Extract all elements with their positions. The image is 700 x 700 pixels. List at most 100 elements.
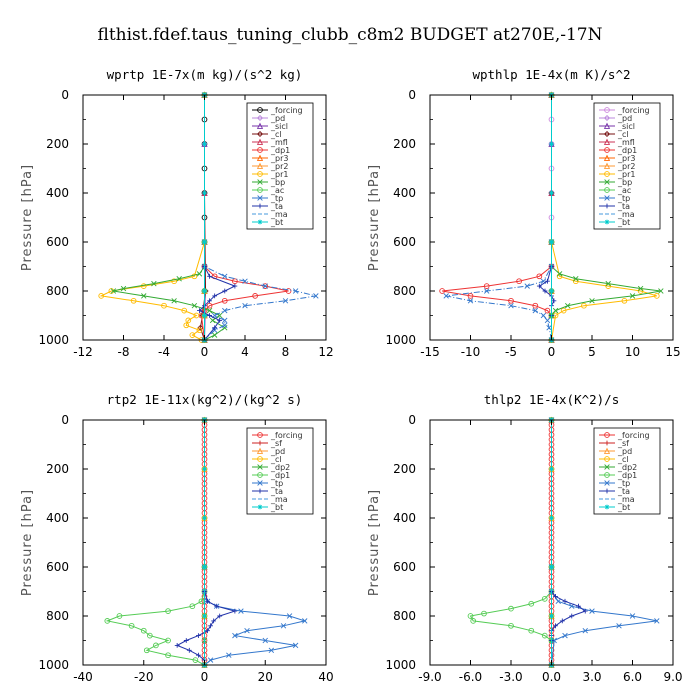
legend-marker bbox=[603, 122, 611, 129]
series-line bbox=[175, 420, 237, 665]
x-tick-label: 6.0 bbox=[623, 670, 642, 684]
panel-title: wpthlp 1E-4x(m K)/s^2 bbox=[472, 67, 630, 82]
data-point bbox=[211, 327, 218, 333]
y-tick-label: 200 bbox=[46, 462, 69, 476]
data-point bbox=[582, 627, 588, 634]
y-tick-label: 200 bbox=[393, 462, 416, 476]
data-point bbox=[206, 302, 213, 309]
series-line bbox=[204, 95, 316, 341]
y-tick-label: 600 bbox=[46, 560, 69, 574]
legend-entry: _forcing bbox=[599, 431, 650, 440]
x-tick-label: 5 bbox=[588, 345, 596, 359]
panel-title: rtp2 1E-11x(kg^2)/(kg^2 s) bbox=[107, 392, 303, 407]
data-point bbox=[629, 293, 636, 299]
legend-label: _dp2 bbox=[270, 463, 290, 472]
x-tick-label: 0 bbox=[548, 345, 556, 359]
legend-entry: _forcing bbox=[599, 106, 650, 115]
legend-entry: _sicl bbox=[599, 122, 635, 131]
legend-marker bbox=[604, 107, 610, 113]
legend-label: _bt bbox=[270, 218, 283, 227]
legend-marker bbox=[256, 447, 264, 454]
legend-label: _ma bbox=[617, 495, 635, 504]
data-point bbox=[555, 598, 561, 605]
y-tick-label: 1000 bbox=[385, 333, 416, 347]
x-tick-label: -15 bbox=[420, 345, 440, 359]
data-point bbox=[524, 283, 530, 289]
legend-box bbox=[246, 427, 314, 515]
data-point bbox=[556, 271, 563, 277]
data-point bbox=[176, 276, 182, 282]
legend-marker bbox=[257, 488, 263, 494]
legend-label: _sf bbox=[617, 439, 629, 448]
legend-label: _bp bbox=[617, 178, 632, 187]
y-tick-label: 0 bbox=[408, 413, 416, 427]
data-point bbox=[202, 613, 207, 619]
legend-marker bbox=[604, 432, 610, 438]
data-point bbox=[238, 608, 244, 614]
y-axis-label: Pressure [hPa] bbox=[367, 489, 382, 596]
legend-marker bbox=[604, 488, 610, 494]
legend-entry: _sf bbox=[599, 439, 629, 448]
y-tick-label: 0 bbox=[408, 88, 416, 102]
data-point bbox=[202, 190, 207, 196]
data-point bbox=[196, 633, 201, 638]
legend-marker bbox=[257, 472, 263, 478]
legend-marker bbox=[603, 114, 611, 122]
legend-label: _dp1 bbox=[270, 471, 290, 480]
y-tick-label: 800 bbox=[393, 284, 416, 298]
y-tick-label: 1000 bbox=[38, 333, 69, 347]
legend-label: _pd bbox=[270, 447, 285, 456]
legend-label: _pr2 bbox=[617, 162, 635, 171]
legend-marker bbox=[257, 107, 263, 113]
legend-marker bbox=[256, 114, 264, 122]
panel-1: wprtp 1E-7x(m kg)/(s^2 kg) Pressure [hPa]… bbox=[20, 67, 334, 359]
legend-label: _pr2 bbox=[270, 162, 288, 171]
legend-marker bbox=[257, 440, 263, 446]
legend-entry: _ta bbox=[599, 487, 630, 496]
data-point bbox=[205, 598, 210, 604]
x-tick-label: 3.0 bbox=[582, 670, 601, 684]
data-point bbox=[217, 318, 223, 323]
data-point bbox=[483, 283, 490, 289]
legend-entry: _cl bbox=[599, 455, 629, 464]
legend-label: _pr1 bbox=[617, 170, 635, 179]
data-point bbox=[549, 515, 554, 521]
data-point bbox=[549, 288, 554, 294]
legend-label: _mfl bbox=[270, 138, 288, 147]
legend-entry: _dp1 bbox=[252, 146, 290, 155]
legend-entry: _mfl bbox=[599, 138, 635, 147]
legend-entry: _bp bbox=[599, 178, 632, 187]
data-point bbox=[313, 293, 319, 299]
legend: _forcing_sf_pd_cl_dp2_dp1_tp_ta_ma_bt bbox=[246, 427, 314, 515]
legend: _forcing_pd_sicl_cl_mfl_dp1_pr3_pr2_pr1_… bbox=[593, 102, 661, 230]
data-point bbox=[207, 657, 214, 663]
legend-label: _cl bbox=[270, 130, 282, 139]
series-group bbox=[104, 416, 308, 668]
data-point bbox=[262, 637, 268, 644]
data-point bbox=[467, 613, 474, 619]
legend-entry: _dp1 bbox=[599, 471, 637, 480]
data-point bbox=[183, 638, 189, 643]
data-point bbox=[508, 605, 514, 612]
legend-marker bbox=[256, 162, 264, 169]
legend-entry: _pr3 bbox=[252, 154, 288, 163]
data-point bbox=[104, 618, 111, 624]
data-point bbox=[202, 288, 207, 294]
data-point bbox=[202, 515, 207, 521]
legend-entry: _bt bbox=[252, 218, 283, 227]
data-point bbox=[202, 564, 207, 570]
data-point bbox=[252, 293, 258, 299]
y-tick-label: 400 bbox=[46, 511, 69, 525]
data-point bbox=[171, 298, 177, 304]
legend-label: _ac bbox=[617, 186, 631, 195]
legend-marker bbox=[257, 219, 263, 225]
data-point bbox=[569, 613, 575, 619]
legend-marker bbox=[604, 456, 610, 462]
data-point bbox=[202, 313, 207, 318]
data-point bbox=[546, 325, 552, 331]
legend-label: _tp bbox=[270, 479, 283, 488]
legend-entry: _dp1 bbox=[252, 471, 290, 480]
data-point bbox=[268, 647, 275, 654]
x-tick-label: 9.0 bbox=[663, 670, 682, 684]
legend: _forcing_sf_pd_cl_dp2_dp1_tp_ta_ma_bt bbox=[593, 427, 661, 515]
